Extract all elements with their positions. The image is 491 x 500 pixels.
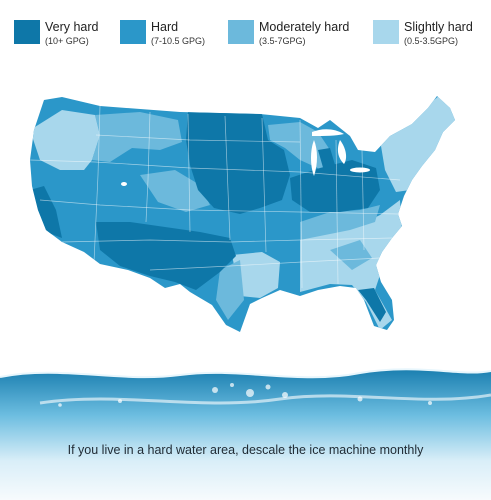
legend-item-hard: Hard (7-10.5 GPG) [120, 20, 228, 50]
legend-range: (10+ GPG) [45, 35, 89, 46]
legend-range: (0.5-3.5GPG) [404, 35, 459, 46]
us-water-hardness-map [30, 96, 455, 332]
legend-swatch-moderately-hard [228, 20, 254, 44]
region-moderately-hard-southwest [140, 170, 210, 212]
legend-range: (3.5-7GPG) [259, 35, 306, 46]
region-very-hard-indiana [318, 148, 338, 178]
region-very-hard-florida [358, 288, 386, 322]
caption-text: If you live in a hard water area, descal… [67, 443, 424, 457]
region-slightly-hard-south [232, 252, 280, 298]
region-slightly-hard-northeast [380, 96, 455, 192]
legend-label: Hard [151, 20, 179, 34]
region-very-hard-california [30, 186, 62, 238]
legend-swatch-slightly-hard [373, 20, 399, 44]
legend-swatch-very-hard [14, 20, 40, 44]
region-moderately-hard-tennessee [300, 205, 380, 240]
great-lakes-huron [337, 140, 347, 164]
legend-item-slightly-hard: Slightly hard (0.5-3.5GPG) [373, 20, 483, 50]
great-lakes-michigan [311, 140, 317, 176]
legend-swatch-hard [120, 20, 146, 44]
region-moderately-hard-carolina [330, 240, 372, 270]
legend-label: Very hard [45, 20, 99, 34]
water-splash-banner [0, 355, 491, 500]
great-salt-lake [121, 182, 127, 186]
region-slightly-hard-northwest [30, 110, 100, 170]
legend-label: Slightly hard [404, 20, 473, 34]
legend-item-very-hard: Very hard (10+ GPG) [14, 20, 120, 50]
legend-range: (7-10.5 GPG) [151, 35, 206, 46]
region-moderately-hard-gulf [216, 260, 244, 320]
legend-label: Moderately hard [259, 20, 350, 34]
region-very-hard-southwest [96, 222, 236, 290]
state-borders [30, 105, 401, 289]
hardness-legend: Very hard (10+ GPG) Hard (7-10.5 GPG) Mo… [14, 20, 484, 50]
legend-item-moderately-hard: Moderately hard (3.5-7GPG) [228, 20, 373, 50]
great-lakes-erie [350, 167, 370, 173]
great-lakes-superior [312, 129, 344, 136]
